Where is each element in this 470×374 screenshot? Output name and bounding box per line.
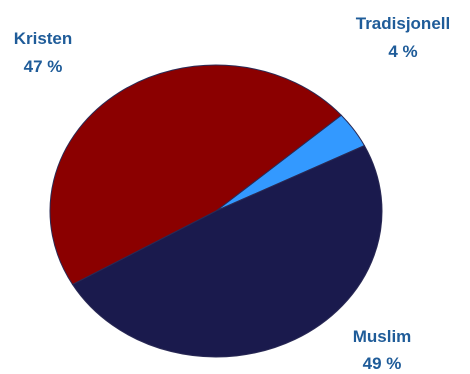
- label-tradisjonell-name: Tradisjonell: [356, 14, 450, 33]
- pie-slices: [49, 64, 383, 358]
- label-tradisjonell-value: 4 %: [388, 42, 417, 61]
- label-muslim-name: Muslim: [353, 327, 412, 346]
- label-kristen-name: Kristen: [14, 29, 73, 48]
- pie-slice-kristen: [49, 64, 343, 286]
- label-muslim-value: 49 %: [363, 354, 402, 373]
- label-kristen-value: 47 %: [24, 57, 63, 76]
- pie-slice-muslim: [71, 144, 383, 358]
